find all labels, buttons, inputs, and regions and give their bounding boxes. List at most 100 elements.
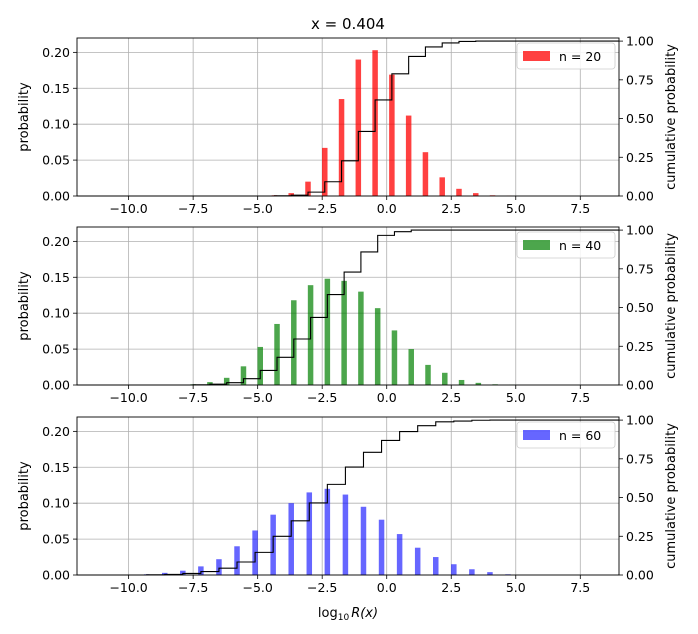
bar bbox=[322, 147, 328, 196]
y-right-tick-label: 1.00 bbox=[626, 34, 654, 49]
bar bbox=[305, 181, 311, 196]
bar bbox=[288, 193, 294, 196]
legend-label: n = 40 bbox=[559, 238, 601, 253]
y-tick-label: 0.15 bbox=[42, 270, 70, 285]
y-tick-label: 0.20 bbox=[42, 45, 70, 60]
x-tick-label: 0.0 bbox=[377, 580, 397, 595]
bar bbox=[473, 193, 479, 196]
y-tick-label: 0.20 bbox=[42, 424, 70, 439]
bar bbox=[456, 188, 462, 196]
bar bbox=[355, 59, 362, 196]
bar bbox=[425, 364, 431, 385]
y-tick-label: 0.05 bbox=[42, 153, 70, 168]
x-tick-label: 7.5 bbox=[570, 201, 590, 216]
bar bbox=[306, 492, 313, 575]
legend: n = 20 bbox=[516, 42, 616, 70]
legend-box bbox=[516, 42, 616, 70]
y-right-tick-label: 0.75 bbox=[626, 261, 654, 276]
y-right-tick-label: 0.50 bbox=[626, 300, 654, 315]
y-axis-label: probability bbox=[17, 271, 32, 341]
legend-swatch bbox=[523, 51, 550, 61]
bar bbox=[389, 74, 395, 196]
y-tick-label: 0.10 bbox=[42, 496, 70, 511]
x-axis-label-log: log bbox=[318, 606, 338, 621]
x-tick-label: −10.0 bbox=[109, 390, 147, 405]
x-tick-label: −2.5 bbox=[307, 390, 337, 405]
x-tick-label: 5.0 bbox=[506, 390, 526, 405]
y-right-axis-label: cumulative probability bbox=[664, 233, 679, 379]
x-tick-label: −5.0 bbox=[242, 201, 272, 216]
bar bbox=[198, 566, 204, 575]
y-tick-label: 0.00 bbox=[42, 568, 70, 583]
cumulative-step-line bbox=[77, 229, 619, 386]
x-tick-label: 5.0 bbox=[506, 201, 526, 216]
cumulative-step-line bbox=[77, 419, 619, 576]
x-tick-label: 0.0 bbox=[377, 390, 397, 405]
legend: n = 40 bbox=[516, 231, 616, 259]
x-tick-label: −10.0 bbox=[109, 201, 147, 216]
bar bbox=[180, 570, 186, 575]
bar bbox=[475, 382, 482, 385]
y-axis-label: probability bbox=[17, 82, 32, 152]
y-right-tick-label: 0.25 bbox=[626, 529, 654, 544]
bar bbox=[223, 377, 230, 385]
x-tick-label: 7.5 bbox=[570, 580, 590, 595]
y-tick-label: 0.20 bbox=[42, 234, 70, 249]
y-tick-label: 0.05 bbox=[42, 532, 70, 547]
y-right-axis-label: cumulative probability bbox=[664, 44, 679, 190]
bar bbox=[338, 99, 345, 196]
legend-box bbox=[516, 231, 616, 259]
y-tick-label: 0.15 bbox=[42, 81, 70, 96]
y-right-tick-label: 0.75 bbox=[626, 451, 654, 466]
x-axis-label-subscript: 10 bbox=[338, 613, 350, 623]
x-tick-label: −2.5 bbox=[307, 201, 337, 216]
y-right-tick-label: 1.00 bbox=[626, 223, 654, 238]
bar bbox=[342, 494, 349, 575]
bar bbox=[451, 564, 457, 575]
y-right-axis-label: cumulative probability bbox=[664, 423, 679, 569]
legend-box bbox=[516, 421, 616, 449]
x-tick-label: 2.5 bbox=[441, 390, 461, 405]
bar bbox=[374, 308, 381, 385]
x-tick-label: 2.5 bbox=[441, 201, 461, 216]
y-right-tick-label: 0.00 bbox=[626, 189, 654, 204]
x-tick-label: 5.0 bbox=[506, 580, 526, 595]
bar bbox=[408, 349, 414, 385]
x-tick-label: 2.5 bbox=[441, 580, 461, 595]
legend-swatch bbox=[523, 430, 550, 440]
bar bbox=[207, 382, 213, 385]
cumulative-step-line bbox=[77, 40, 619, 197]
panel-2: −10.0 −7.5 −5.0 −2.5 0.0 2.5 5.0 7.5 0.00 0.05 0.1… bbox=[17, 223, 679, 405]
y-right-tick-label: 0.00 bbox=[626, 568, 654, 583]
bar bbox=[405, 115, 412, 196]
y-right-tick-label: 0.25 bbox=[626, 339, 654, 354]
y-tick-label: 0.10 bbox=[42, 117, 70, 132]
panel-3: −10.0 −7.5 −5.0 −2.5 0.0 2.5 5.0 7.5 0.00 0.05 0.1… bbox=[17, 413, 679, 595]
bar bbox=[216, 559, 222, 575]
x-axis-label: log10 R(x) bbox=[318, 606, 378, 623]
x-tick-label: −7.5 bbox=[178, 580, 208, 595]
legend: n = 60 bbox=[516, 421, 616, 449]
bar bbox=[234, 546, 240, 575]
panel-1: −10.0 −7.5 −5.0 −2.5 0.0 2.5 5.0 7.5 0.00 0.05 0.1… bbox=[17, 34, 679, 216]
bar bbox=[422, 152, 429, 196]
bar bbox=[378, 519, 385, 575]
x-tick-label: 0.0 bbox=[377, 201, 397, 216]
axes-frame bbox=[76, 37, 620, 197]
bar bbox=[442, 372, 448, 385]
bar bbox=[240, 366, 247, 385]
bar bbox=[414, 547, 421, 575]
bar bbox=[288, 503, 294, 575]
bar bbox=[458, 379, 465, 385]
x-tick-label: −7.5 bbox=[178, 390, 208, 405]
x-tick-label: −7.5 bbox=[178, 201, 208, 216]
y-right-tick-label: 0.25 bbox=[626, 150, 654, 165]
y-tick-label: 0.15 bbox=[42, 460, 70, 475]
legend-swatch bbox=[523, 240, 550, 250]
y-right-tick-label: 0.50 bbox=[626, 111, 654, 126]
bar bbox=[358, 291, 364, 385]
bar bbox=[324, 278, 331, 385]
x-axis-label-variable: R(x) bbox=[351, 606, 378, 621]
y-tick-label: 0.10 bbox=[42, 306, 70, 321]
